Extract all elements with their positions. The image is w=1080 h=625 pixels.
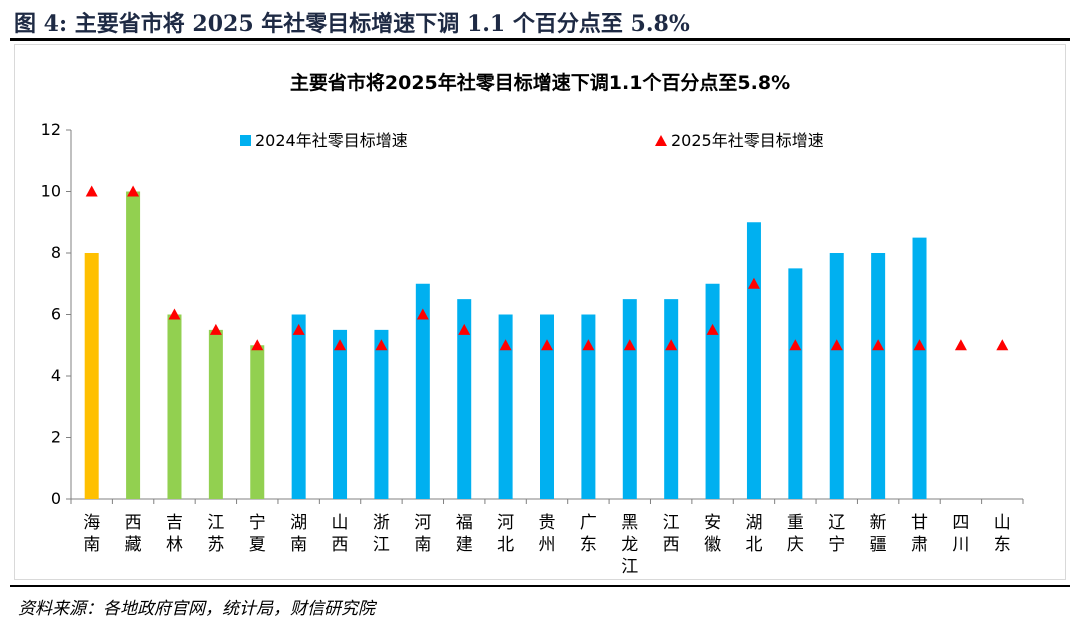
bar — [912, 237, 927, 499]
bar — [250, 345, 265, 499]
legend-bar-swatch — [240, 135, 251, 146]
x-tick-label: 贵州 — [539, 513, 556, 555]
x-tick-label: 浙江 — [373, 513, 390, 555]
marker-point — [499, 339, 512, 351]
marker-point — [85, 185, 98, 197]
y-tick-label: 10 — [41, 182, 61, 201]
bar — [581, 314, 596, 499]
bar — [829, 253, 844, 499]
legend-triangle-marker — [655, 135, 667, 146]
marker-point — [665, 339, 678, 351]
x-tick-label: 安徽 — [704, 513, 721, 555]
figure-title: 图 4: 主要省市将 2025 年社零目标增速下调 1.1 个百分点至 5.8% — [14, 11, 690, 37]
chart-title: 主要省市将2025年社零目标增速下调1.1个百分点至5.8% — [290, 71, 790, 94]
bar — [457, 299, 472, 499]
x-tick-label: 海南 — [83, 513, 100, 555]
chart-container: 主要省市将2025年社零目标增速下调1.1个百分点至5.8% 2024年社零目标… — [14, 44, 1066, 580]
x-tick-label: 黑龙江 — [621, 513, 638, 577]
x-tick-label: 江苏 — [207, 513, 224, 555]
x-tick-label: 湖南 — [290, 513, 307, 555]
y-tick-label: 12 — [41, 120, 61, 139]
x-tick-label: 江西 — [663, 513, 680, 555]
legend-label-2025: 2025年社零目标增速 — [671, 131, 824, 150]
x-tick-label: 湖北 — [745, 513, 762, 555]
y-tick-label: 2 — [51, 428, 61, 447]
legend-label-2024: 2024年社零目标增速 — [255, 131, 408, 150]
marker-point — [416, 308, 429, 320]
marker-point — [582, 339, 595, 351]
marker-point — [251, 339, 264, 351]
marker-point — [747, 277, 760, 289]
bar — [498, 314, 513, 499]
legend: 2024年社零目标增速 2025年社零目标增速 — [240, 131, 824, 150]
marker-point — [458, 323, 471, 335]
x-tick-label: 吉林 — [166, 513, 183, 555]
x-tick-label: 四川 — [952, 513, 969, 555]
marker-point — [292, 323, 305, 335]
bar — [871, 253, 886, 499]
source-note: 资料来源：各地政府官网，统计局，财信研究院 — [18, 599, 375, 619]
bar — [540, 314, 554, 499]
x-tick-label: 重庆 — [787, 513, 804, 555]
marker-point — [623, 339, 636, 351]
bar — [622, 299, 637, 499]
chart-svg: 主要省市将2025年社零目标增速下调1.1个百分点至5.8% 2024年社零目标… — [41, 71, 1024, 577]
marker-point — [375, 339, 388, 351]
y-tick-label: 6 — [51, 305, 61, 324]
bar — [746, 222, 761, 499]
x-tick-label: 辽宁 — [828, 513, 845, 555]
x-tick-label: 西藏 — [125, 513, 142, 555]
x-tick-label: 山西 — [332, 513, 349, 555]
bottom-divider — [10, 585, 1070, 587]
bar — [705, 283, 720, 499]
bar — [415, 283, 430, 499]
marker-point — [913, 339, 926, 351]
bar — [84, 253, 99, 499]
y-tick-label: 0 — [51, 489, 61, 508]
marker-point — [706, 323, 719, 335]
marker-point — [541, 339, 553, 351]
bar — [333, 329, 348, 499]
marker-point — [954, 339, 967, 351]
bar — [208, 329, 223, 499]
marker-point — [872, 339, 885, 351]
marker-point — [127, 185, 140, 197]
marker-point — [830, 339, 843, 351]
top-divider — [10, 38, 1070, 41]
marker-point — [168, 308, 181, 320]
bar — [664, 299, 679, 499]
y-tick-label: 4 — [51, 366, 61, 385]
bar — [788, 268, 803, 499]
x-tick-label: 宁夏 — [249, 513, 266, 555]
bar — [374, 329, 389, 499]
x-tick-label: 河北 — [497, 513, 514, 555]
marker-series — [85, 185, 1009, 351]
marker-point — [789, 339, 802, 351]
x-tick-label: 山东 — [994, 513, 1011, 555]
marker-point — [209, 323, 222, 335]
x-tick-label: 甘肃 — [911, 513, 928, 555]
x-tick-label: 河南 — [414, 513, 431, 555]
y-tick-label: 8 — [51, 243, 61, 262]
marker-point — [334, 339, 347, 351]
marker-point — [996, 339, 1009, 351]
bar — [291, 314, 306, 499]
bar — [167, 314, 182, 499]
x-tick-label: 新疆 — [870, 513, 887, 555]
x-tick-label: 福建 — [456, 513, 473, 555]
axes: 0 2 4 6 8 10 12 — [41, 120, 1024, 508]
x-tick-label: 广东 — [580, 513, 597, 555]
bar — [126, 191, 141, 499]
